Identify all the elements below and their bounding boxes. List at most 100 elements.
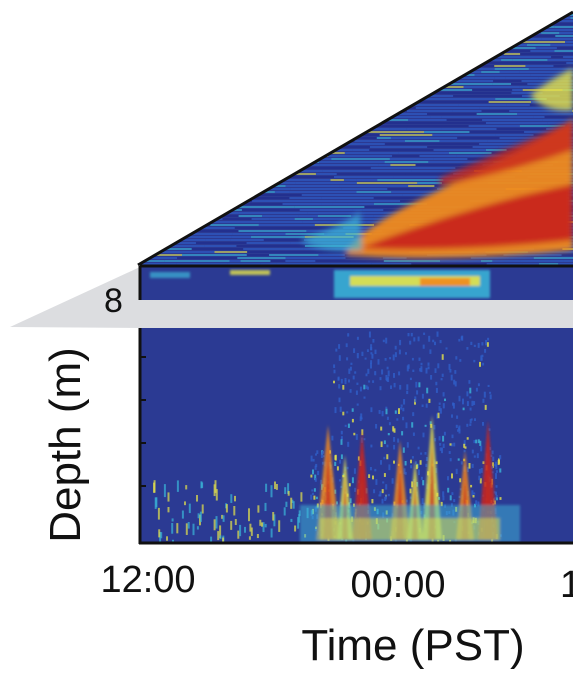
zoom-streak (440, 20, 474, 22)
zoom-streak (332, 80, 362, 82)
main-speckle (356, 336, 359, 340)
main-speckle-left (284, 487, 287, 495)
zoom-streak (138, 101, 195, 103)
zoom-streak (482, 119, 543, 121)
main-speckle (454, 381, 457, 387)
zoom-streak (241, 209, 300, 211)
zoom-streak (166, 218, 187, 220)
zoom-streak (430, 35, 462, 37)
zoom-streak (414, 17, 447, 19)
zoom-streak (189, 170, 208, 172)
zoom-streak (301, 194, 364, 196)
main-speckle (392, 354, 395, 361)
main-speckle (449, 369, 452, 373)
zoom-streak (476, 113, 518, 115)
main-speckle (334, 407, 337, 414)
main-speckle (338, 479, 341, 482)
zoom-streak (177, 50, 223, 52)
zoom-streak (363, 71, 410, 73)
zoom-streak (427, 146, 473, 148)
zoom-streak (356, 179, 378, 181)
zoom-streak (138, 107, 196, 109)
main-speckle (466, 347, 469, 350)
main-speckle (462, 407, 465, 411)
zoom-streak (138, 233, 175, 235)
zoom-streak (268, 86, 296, 88)
zoom-streak (244, 59, 310, 61)
main-speckle (409, 340, 412, 345)
main-speckle (340, 454, 343, 460)
main-speckle (440, 501, 443, 507)
zoom-streak (506, 257, 534, 259)
zoom-streak (429, 98, 496, 100)
main-speckle (495, 470, 498, 473)
zoom-streak (547, 122, 568, 124)
zoom-streak (223, 152, 261, 154)
zoom-streak (542, 119, 573, 121)
zoom-streak (302, 221, 367, 223)
main-speckle (451, 492, 454, 496)
main-speckle (438, 406, 441, 411)
main-speckle (493, 491, 496, 494)
main-speckle (405, 499, 408, 503)
main-speckle (416, 390, 419, 395)
zoom-streak (235, 29, 294, 31)
zoom-streak (504, 53, 521, 55)
main-speckle (453, 499, 456, 502)
main-speckle (389, 357, 392, 360)
zoom-streak (279, 53, 322, 55)
zoom-streak (423, 62, 475, 64)
main-speckle (438, 402, 441, 405)
main-speckle (411, 456, 414, 459)
zoom-streak (345, 257, 383, 259)
main-speckle (386, 454, 389, 460)
zoom-streak (249, 119, 265, 121)
main-speckle-left (239, 524, 242, 537)
main-speckle (315, 496, 318, 500)
zoom-streak (251, 200, 312, 202)
main-speckle (425, 463, 428, 467)
main-speckle (374, 468, 377, 472)
main-speckle (388, 464, 391, 471)
zoom-streak (138, 53, 173, 55)
main-speckle (344, 424, 347, 427)
zoom-streak (242, 116, 293, 118)
zoom-streak (190, 95, 213, 97)
main-speckle (463, 449, 466, 453)
main-speckle-left (210, 536, 213, 542)
zoom-streak (487, 140, 538, 142)
zoom-streak (506, 104, 530, 106)
main-speckle (381, 369, 384, 375)
main-speckle-left (185, 523, 188, 535)
main-speckle (441, 354, 444, 360)
zoom-streak (173, 194, 244, 196)
main-speckle (379, 377, 382, 381)
zoom-streak (293, 143, 344, 145)
main-speckle (354, 371, 357, 374)
zoom-streak (222, 218, 252, 220)
main-speckle-left (230, 520, 233, 530)
main-speckle (378, 494, 381, 497)
zoom-streak (231, 236, 252, 238)
main-speckle (370, 407, 373, 413)
zoom-streak (286, 131, 356, 133)
zoom-streak (155, 167, 167, 169)
zoom-streak (259, 221, 303, 223)
zoom-streak (563, 56, 573, 58)
main-speckle (419, 368, 422, 372)
zoom-streak (569, 20, 573, 22)
zoom-streak (138, 200, 195, 202)
zoom-streak (331, 158, 390, 160)
zoom-streak (154, 152, 179, 154)
main-speckle (429, 349, 432, 354)
zoom-streak (138, 14, 188, 16)
zoom-streak (138, 77, 184, 79)
zoom-streak (264, 119, 285, 121)
main-speckle (338, 344, 341, 349)
main-speckle (390, 385, 392, 389)
main-speckle (423, 332, 426, 335)
zoom-streak (304, 83, 366, 85)
zoom-streak (373, 197, 392, 199)
zoom-streak (400, 53, 414, 55)
zoom-streak (323, 107, 365, 109)
